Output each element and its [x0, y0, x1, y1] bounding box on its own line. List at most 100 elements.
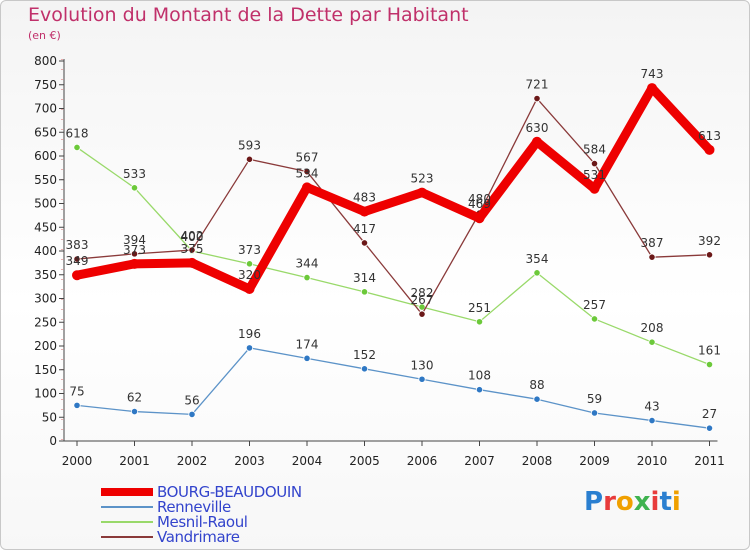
y-tick-label: 750: [34, 78, 57, 92]
y-tick-label: 0: [49, 434, 57, 448]
data-point: [418, 310, 426, 318]
data-point: [302, 182, 312, 193]
data-label: 282: [411, 286, 434, 300]
data-label: 402: [181, 229, 204, 243]
data-label: 62: [127, 391, 142, 405]
data-label: 584: [583, 143, 606, 157]
x-tick-label: 2002: [177, 454, 208, 468]
data-label: 483: [353, 191, 376, 205]
data-label: 630: [526, 121, 549, 135]
data-point: [245, 155, 254, 163]
data-label: 314: [353, 271, 376, 285]
data-point: [360, 239, 369, 247]
y-tick-label: 50: [42, 410, 57, 424]
data-point: [705, 251, 714, 259]
data-label: 383: [66, 238, 89, 252]
series-line-renneville: [76, 347, 711, 429]
chart-unit-label: (en €): [28, 29, 61, 42]
y-tick-label: 650: [34, 125, 57, 139]
x-tick-label: 2004: [292, 454, 323, 468]
data-label: 373: [123, 243, 146, 257]
data-point: [130, 250, 139, 258]
x-tick-label: 2005: [349, 454, 380, 468]
x-tick-label: 2008: [522, 454, 553, 468]
data-label: 267: [411, 293, 434, 307]
data-label: 567: [296, 151, 319, 165]
logo-letter: t: [659, 487, 672, 517]
data-label: 152: [353, 348, 376, 362]
data-label: 257: [583, 298, 606, 312]
x-tick-label: 2007: [464, 454, 495, 468]
data-point: [303, 273, 311, 282]
data-label: 373: [238, 243, 261, 257]
data-point: [418, 303, 426, 311]
data-label: 108: [468, 369, 491, 383]
data-point: [590, 315, 599, 323]
logo-letter: i: [650, 487, 660, 517]
x-tick-label: 2000: [62, 454, 93, 468]
data-label: 618: [66, 126, 89, 140]
data-point: [648, 416, 656, 425]
data-point: [533, 94, 541, 103]
data-point: [418, 375, 426, 383]
x-tick-label: 2003: [234, 454, 265, 468]
data-point: [73, 143, 81, 152]
data-point: [648, 338, 656, 346]
x-tick-label: 2009: [579, 454, 610, 468]
data-label: 613: [698, 129, 721, 143]
logo-letter: P: [584, 487, 604, 517]
x-tick-label: 2011: [694, 454, 725, 468]
data-label: 743: [641, 67, 664, 81]
legend-label: Mesnil-Raoul: [157, 513, 248, 531]
data-label: 534: [296, 166, 319, 180]
data-label: 251: [468, 301, 491, 315]
legend-label: Vandrimare: [157, 528, 240, 546]
data-label: 392: [698, 234, 721, 248]
logo-letter: x: [633, 487, 651, 517]
data-point: [72, 270, 82, 281]
data-point: [188, 410, 196, 418]
data-label: 196: [238, 327, 261, 341]
data-point: [130, 407, 139, 416]
data-label: 523: [411, 172, 434, 186]
y-tick-label: 800: [34, 54, 57, 68]
data-point: [360, 288, 369, 296]
logo-letter: i: [671, 487, 681, 517]
data-label: 208: [641, 321, 664, 335]
x-tick-label: 2001: [119, 454, 150, 468]
data-label: 344: [296, 257, 319, 271]
data-point: [417, 187, 427, 198]
data-point: [475, 318, 484, 326]
data-point: [73, 255, 81, 263]
data-point: [245, 260, 254, 268]
data-label: 721: [526, 78, 549, 92]
y-tick-label: 300: [34, 292, 57, 306]
data-point: [245, 344, 254, 352]
data-label: 59: [587, 392, 602, 406]
chart-title: Evolution du Montant de la Dette par Hab…: [28, 4, 469, 26]
data-label: 394: [123, 233, 146, 247]
y-tick-label: 700: [34, 102, 57, 116]
data-label: 27: [702, 407, 717, 421]
data-point: [187, 257, 197, 268]
data-point: [73, 401, 81, 409]
y-tick-label: 100: [34, 387, 57, 401]
data-point: [303, 168, 311, 176]
data-point: [590, 160, 599, 168]
data-label: 480: [468, 192, 491, 206]
logo-letter: o: [615, 487, 634, 517]
data-point: [303, 354, 311, 362]
data-point: [244, 284, 255, 294]
data-label: 349: [66, 254, 89, 268]
data-point: [704, 144, 715, 155]
legend-swatch: [101, 506, 153, 508]
data-label: 417: [353, 222, 376, 236]
data-label: 56: [184, 393, 199, 407]
data-point: [647, 83, 657, 94]
data-label: 130: [411, 358, 434, 372]
data-label: 174: [296, 337, 319, 351]
data-point: [129, 258, 140, 269]
y-tick-label: 200: [34, 339, 57, 353]
data-label: 533: [123, 167, 146, 181]
